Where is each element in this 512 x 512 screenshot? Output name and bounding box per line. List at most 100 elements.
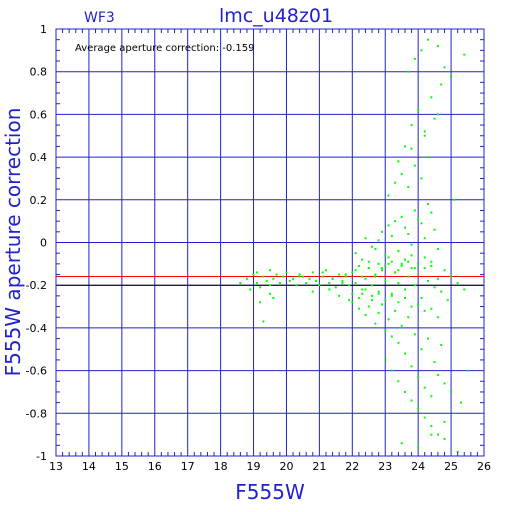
data-point <box>410 399 413 402</box>
data-point <box>423 416 426 419</box>
data-point <box>298 275 301 278</box>
data-point <box>400 215 403 218</box>
y-tick-label: -1 <box>36 450 47 463</box>
data-point <box>380 230 383 233</box>
data-point <box>436 113 439 116</box>
data-point <box>387 318 390 321</box>
data-point <box>403 390 406 393</box>
data-point <box>295 284 298 287</box>
data-point <box>417 446 420 449</box>
data-point <box>430 307 433 310</box>
x-tick-label: 26 <box>477 460 491 473</box>
y-tick-label: 0 <box>40 237 47 250</box>
data-point <box>344 275 347 278</box>
x-tick-label: 24 <box>411 460 425 473</box>
data-point <box>436 45 439 48</box>
data-point <box>417 408 420 411</box>
y-tick-label: -0.6 <box>26 365 47 378</box>
data-point <box>387 224 390 227</box>
data-point <box>315 279 318 282</box>
data-point <box>331 277 334 280</box>
data-point <box>328 282 331 285</box>
data-point <box>259 286 262 289</box>
data-point <box>420 49 423 52</box>
y-tick-label: 0.4 <box>30 151 48 164</box>
data-point <box>348 299 351 302</box>
data-point <box>397 301 400 304</box>
data-point <box>364 314 367 317</box>
x-tick-label: 13 <box>49 460 63 473</box>
data-point <box>407 70 410 73</box>
data-point <box>427 337 430 340</box>
data-point <box>285 271 288 274</box>
data-point <box>413 57 416 60</box>
data-point <box>384 299 387 302</box>
data-point <box>341 279 344 282</box>
data-point <box>387 194 390 197</box>
data-point <box>269 292 271 295</box>
data-point <box>387 262 390 265</box>
data-point <box>374 322 377 325</box>
data-point <box>417 109 420 112</box>
y-tick-label: 0.6 <box>30 108 48 121</box>
y-tick-labels: -1 -0.8 -0.6 -0.4 -0.2 0 0.2 0.4 0.6 0.8 1 <box>26 23 47 463</box>
data-point <box>245 277 248 280</box>
data-point <box>364 277 367 280</box>
data-point <box>440 83 443 86</box>
data-point <box>374 247 377 250</box>
data-point <box>417 303 420 306</box>
x-axis-title: F555W <box>235 480 305 504</box>
data-point <box>390 292 393 295</box>
data-point <box>324 269 327 272</box>
data-point <box>443 269 446 272</box>
data-point <box>443 420 446 423</box>
data-point <box>423 256 426 259</box>
data-point <box>380 267 383 270</box>
data-point <box>443 437 446 440</box>
data-point <box>433 361 436 364</box>
data-point <box>367 305 370 308</box>
data-point <box>423 134 426 137</box>
data-point <box>265 279 268 282</box>
data-point <box>410 254 413 257</box>
data-point <box>351 271 354 274</box>
data-point <box>377 311 380 314</box>
data-point <box>338 294 341 297</box>
data-point <box>354 282 357 285</box>
x-tick-label: 19 <box>247 460 261 473</box>
data-point <box>380 303 383 306</box>
data-point <box>298 273 301 276</box>
data-point <box>305 282 308 285</box>
data-point <box>436 247 439 250</box>
panel-label: WF3 <box>84 10 115 26</box>
data-point <box>348 284 351 287</box>
data-point <box>390 294 393 297</box>
data-point <box>450 390 453 393</box>
data-point <box>417 376 420 379</box>
data-point <box>371 299 374 302</box>
data-point <box>239 282 242 285</box>
data-point <box>420 177 423 180</box>
data-point <box>436 433 439 436</box>
average-annotation: Average aperture correction: -0.159 <box>75 43 255 54</box>
data-point <box>364 237 367 240</box>
data-point <box>433 286 436 289</box>
data-point <box>423 309 426 312</box>
data-point <box>301 275 304 278</box>
data-point <box>420 348 423 351</box>
data-point <box>403 145 406 148</box>
data-point <box>417 218 420 221</box>
data-point <box>420 222 423 225</box>
data-point <box>400 324 403 327</box>
data-point <box>430 211 433 214</box>
data-point <box>407 275 410 278</box>
data-point <box>397 282 400 285</box>
data-point <box>403 352 406 355</box>
data-point <box>354 252 357 255</box>
x-tick-label: 25 <box>444 460 458 473</box>
data-point <box>423 130 426 133</box>
data-point <box>334 286 337 289</box>
data-point <box>394 181 397 184</box>
data-point <box>403 226 406 229</box>
